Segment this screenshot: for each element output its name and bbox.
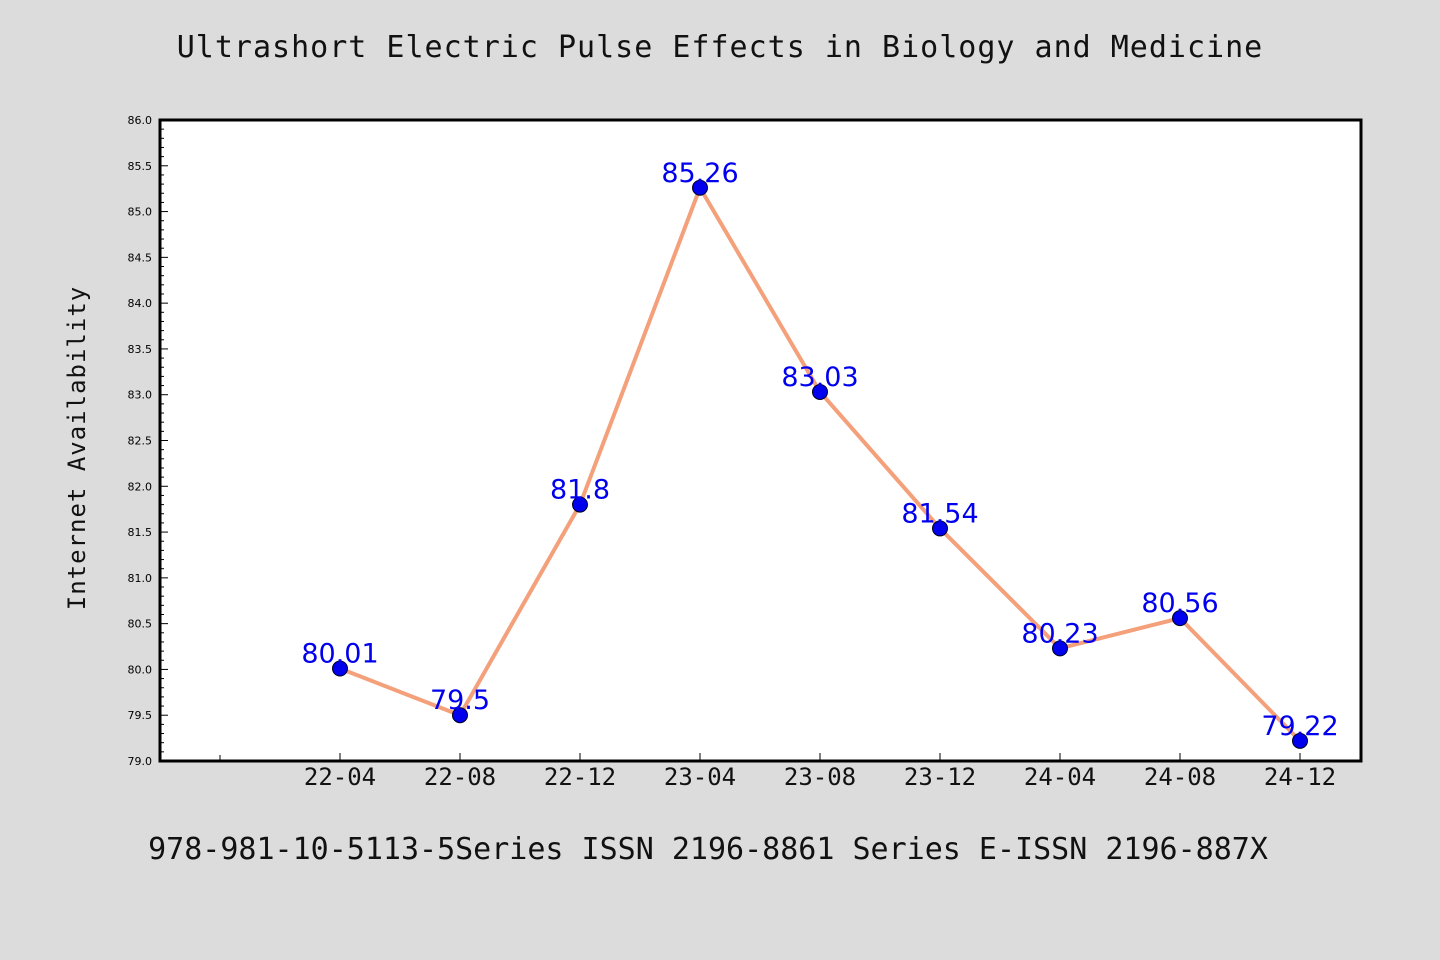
y-tick-label: 84.0 [128,297,153,310]
y-tick-label: 79.5 [128,709,153,722]
x-tick-label: 23-04 [664,763,736,791]
y-tick-label: 82.5 [128,435,153,448]
y-tick-label: 85.5 [128,160,153,173]
x-tick-label: 24-12 [1264,763,1336,791]
y-tick-label: 79.0 [128,755,153,768]
y-tick-label: 81.5 [128,526,153,539]
data-label: 80.56 [1141,588,1218,619]
x-tick-label: 22-08 [424,763,496,791]
y-tick-label: 85.0 [128,206,153,219]
data-label: 83.03 [781,362,858,393]
footer-text: 978-981-10-5113-5Series ISSN 2196-8861 S… [148,832,1268,867]
x-tick-label: 22-12 [544,763,616,791]
y-tick-label: 80.5 [128,618,153,631]
data-point [1172,610,1188,627]
x-tick-label: 24-08 [1144,763,1216,791]
data-point [572,496,588,513]
chart-title: Ultrashort Electric Pulse Effects in Bio… [176,30,1264,65]
y-tick-label: 83.0 [128,389,153,402]
data-label: 79.22 [1261,711,1338,742]
data-point [452,707,468,724]
y-tick-label: 82.0 [128,480,153,493]
y-tick-label: 84.5 [128,251,153,264]
data-point [812,383,828,400]
data-label: 85.26 [661,158,738,189]
data-label: 80.23 [1021,618,1098,649]
data-label: 81.8 [550,475,610,506]
y-tick-label: 81.0 [128,572,153,585]
x-tick-label: 23-08 [784,763,856,791]
data-label: 81.54 [901,498,978,529]
y-tick-label: 83.5 [128,343,153,356]
data-point [332,660,348,677]
data-point [1052,640,1068,657]
y-tick-label: 80.0 [128,663,153,676]
data-point [1292,732,1308,749]
x-tick-label: 23-12 [904,763,976,791]
x-tick-label: 22-04 [304,763,376,791]
y-tick-label: 86.0 [128,114,153,127]
x-tick-label: 24-04 [1024,763,1096,791]
data-label: 80.01 [301,639,378,670]
data-point [692,179,708,196]
data-label: 79.5 [430,685,490,716]
plot-area [158,118,1363,763]
y-axis-label: Internet Availability [63,286,91,610]
data-point [932,520,948,537]
